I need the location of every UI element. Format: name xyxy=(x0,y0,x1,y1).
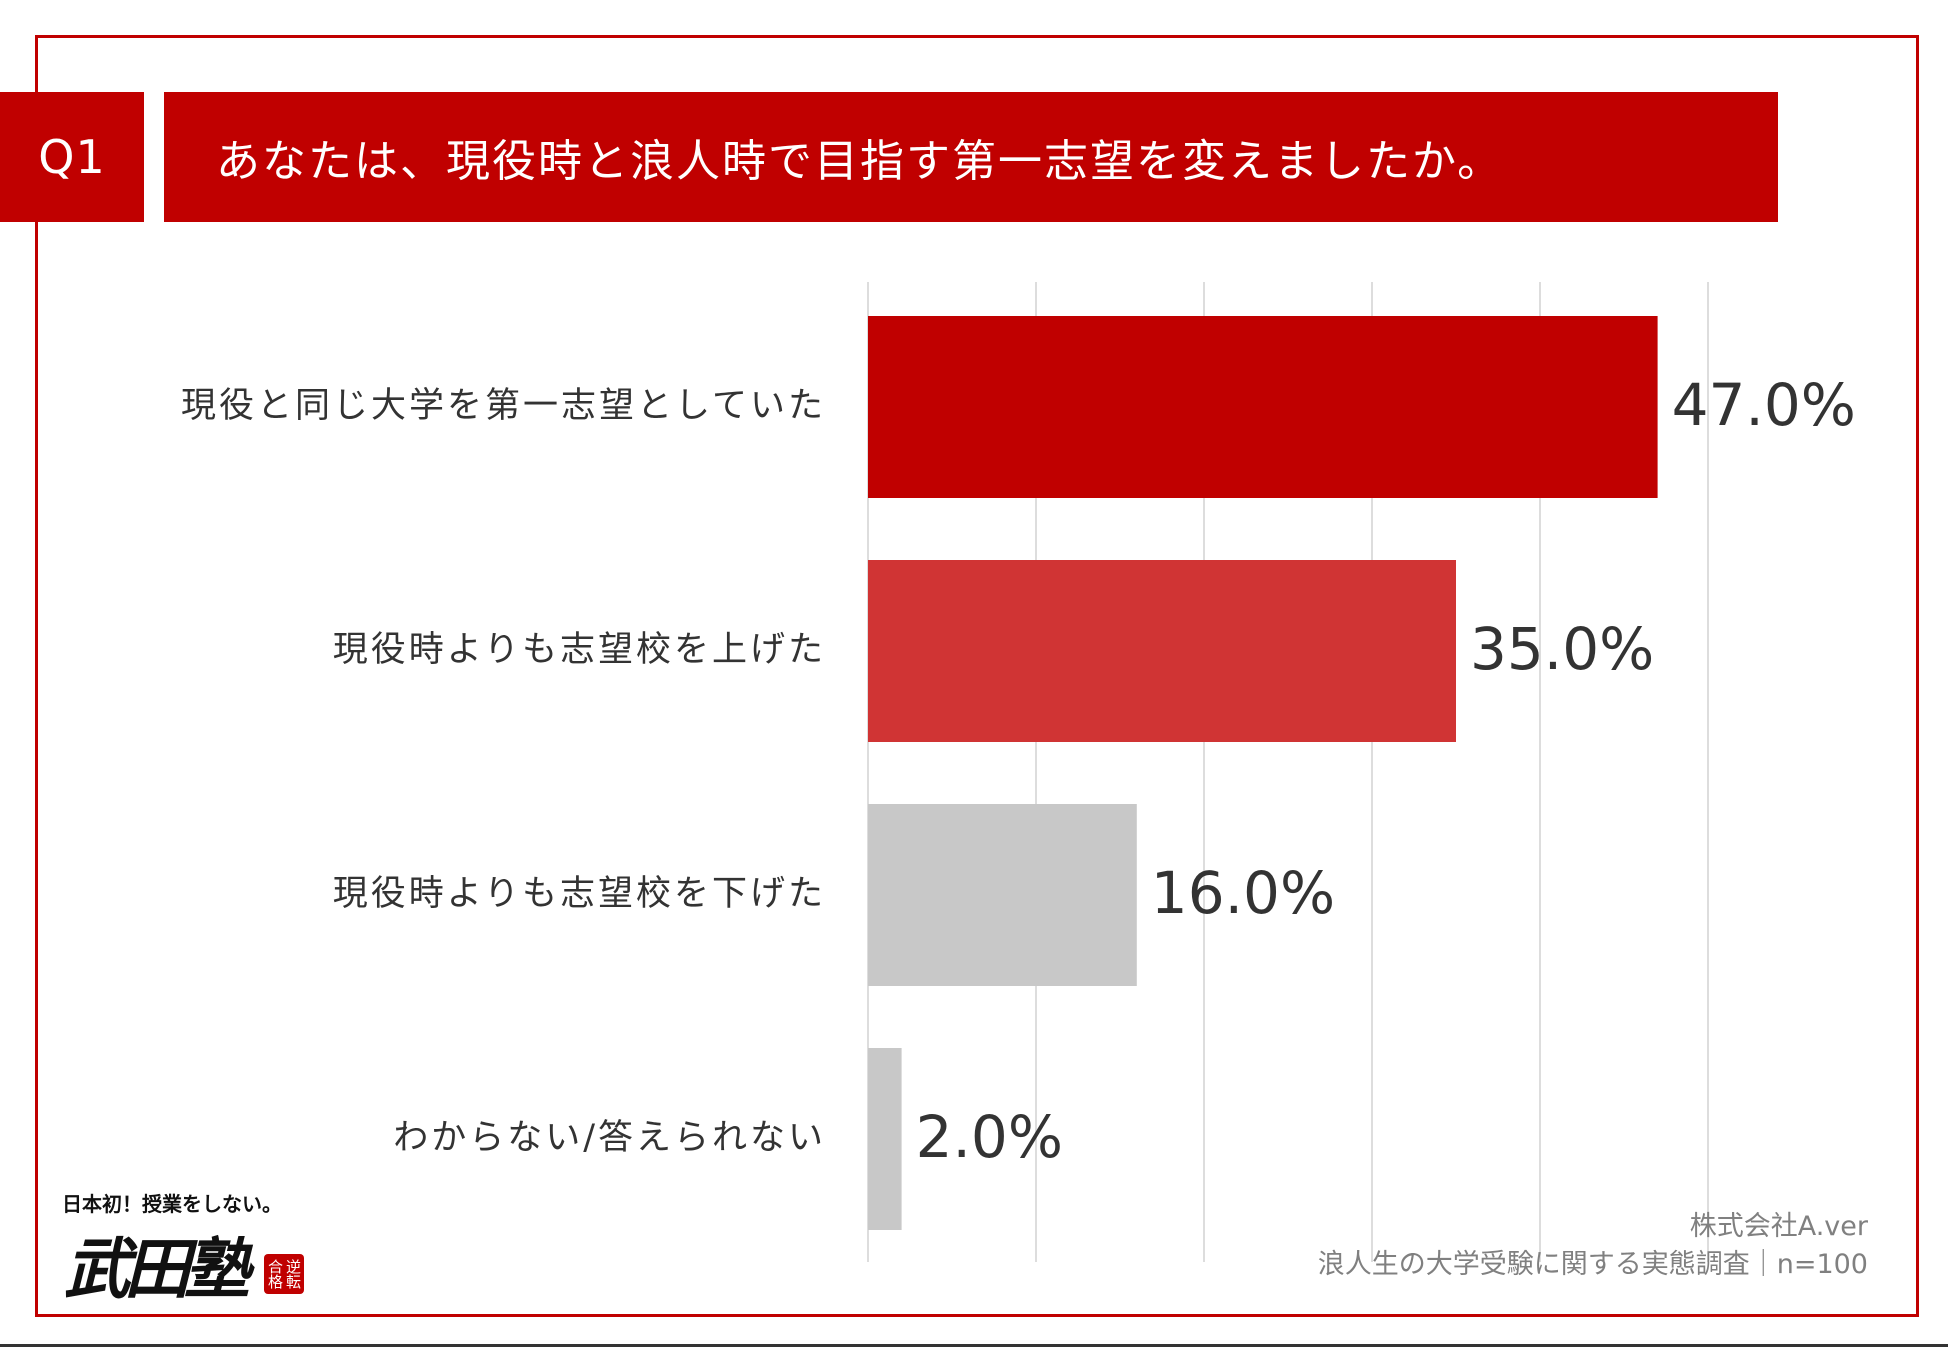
company-name: 株式会社A.ver xyxy=(1689,1211,1868,1242)
logo-seal: 逆転合格 xyxy=(264,1254,304,1294)
bar xyxy=(868,316,1658,498)
value-label: 2.0% xyxy=(916,1103,1063,1171)
logo-tagline: 日本初！授業をしない。 xyxy=(62,1192,282,1216)
outer-frame xyxy=(35,35,1919,1317)
bar xyxy=(868,804,1137,986)
bar xyxy=(868,1048,902,1230)
value-label: 35.0% xyxy=(1470,615,1654,683)
value-label: 16.0% xyxy=(1151,859,1335,927)
bar xyxy=(868,560,1456,742)
takedajuku-logo: 日本初！授業をしない。 武田塾 逆転合格 xyxy=(62,1188,312,1308)
value-label: 47.0% xyxy=(1672,371,1856,439)
question-number-badge: Q1 xyxy=(0,92,144,222)
source-credit: 株式会社A.ver 浪人生の大学受験に関する実態調査｜n=100 xyxy=(1318,1208,1868,1284)
value-labels: 47.0% 35.0% 16.0% 2.0% xyxy=(916,371,1856,1171)
category-label: 現役時よりも志望校を下げた xyxy=(333,874,826,914)
category-label: わからない/答えられない xyxy=(393,1118,826,1158)
bottom-rule xyxy=(0,1344,1948,1347)
question-title-bar: あなたは、現役時と浪人時で目指す第一志望を変えましたか。 xyxy=(164,92,1778,222)
category-label: 現役と同じ大学を第一志望としていた xyxy=(181,386,826,426)
category-labels: 現役と同じ大学を第一志望としていた現役時よりも志望校を上げた現役時よりも志望校を… xyxy=(181,386,826,1158)
survey-info: 浪人生の大学受験に関する実態調査｜n=100 xyxy=(1317,1249,1868,1280)
category-label: 現役時よりも志望校を上げた xyxy=(333,630,826,670)
bars xyxy=(868,316,1658,1230)
logo-wordmark: 武田塾 xyxy=(64,1230,250,1308)
question-title: あなたは、現役時と浪人時で目指す第一志望を変えましたか。 xyxy=(216,136,1504,187)
